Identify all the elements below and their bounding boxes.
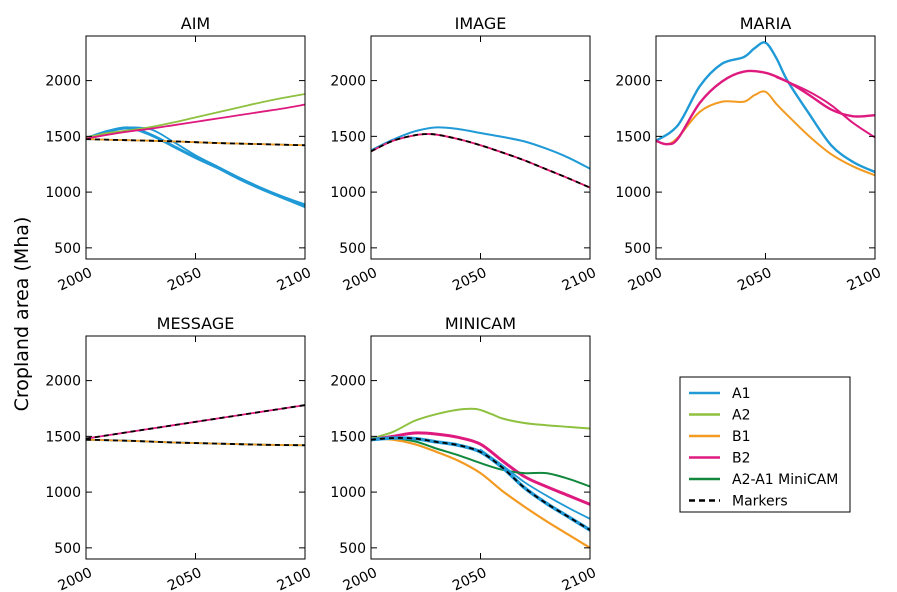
y-tick-label: 2000 — [615, 74, 651, 90]
y-tick-label: 2000 — [45, 374, 81, 390]
y-tick-label: 1000 — [615, 185, 651, 201]
legend-label-markers: Markers — [732, 494, 788, 510]
y-tick-label: 2000 — [45, 74, 81, 90]
legend-label-a1: A1 — [732, 386, 750, 402]
x-tick-label: 2100 — [560, 265, 599, 295]
x-tick-label: 2100 — [845, 265, 884, 295]
series-line-b2 — [371, 431, 590, 506]
panel-title: AIM — [181, 14, 210, 33]
series-line-markers — [371, 437, 590, 531]
y-tick-label: 2000 — [330, 374, 366, 390]
x-tick-label: 2100 — [560, 565, 599, 592]
y-tick-label: 1000 — [45, 485, 81, 501]
plot-frame — [85, 35, 306, 260]
series-line-markers — [86, 138, 305, 147]
panel-title: MINICAM — [445, 314, 516, 333]
series-line-markers — [86, 438, 305, 447]
y-tick-label: 1500 — [45, 129, 81, 145]
series-line-a2 — [371, 407, 590, 440]
y-tick-label: 1000 — [330, 485, 366, 501]
y-tick-label: 500 — [54, 241, 81, 257]
series-line-b2 — [656, 69, 875, 146]
x-tick-label: 2050 — [165, 265, 204, 295]
series-line-a2-a1-minicam — [371, 437, 590, 488]
x-tick-label: 2000 — [56, 265, 95, 295]
legend-frame — [679, 376, 851, 513]
y-tick-label: 1500 — [615, 129, 651, 145]
legend-label-b1: B1 — [732, 429, 751, 445]
series-line-b1 — [371, 133, 590, 189]
y-tick-label: 1500 — [330, 429, 366, 445]
y-tick-label: 2000 — [330, 74, 366, 90]
series-line-b2 — [371, 133, 590, 189]
y-tick-label: 500 — [339, 241, 366, 257]
series-line-markers — [371, 133, 590, 189]
y-tick-label: 500 — [54, 541, 81, 557]
series-line-a1 — [371, 126, 590, 170]
panel-title: MESSAGE — [157, 314, 235, 333]
series-line-b2 — [86, 103, 305, 140]
legend-label-a2-a1-minicam: A2-A1 MiniCAM — [732, 472, 838, 488]
series-group — [371, 126, 590, 189]
x-tick-label: 2050 — [450, 565, 489, 592]
panel-aim: AIM 500 1000 1500 2000 2000 2050 2100 — [45, 14, 313, 294]
x-tick-label: 2050 — [735, 265, 774, 295]
panel-minicam: MINICAM 500 1000 1500 2000 2000 2050 2100 — [330, 314, 598, 592]
series-line-b1 — [371, 437, 590, 549]
x-tick-label: 2050 — [450, 265, 489, 295]
legend-label-a2: A2 — [732, 408, 750, 424]
y-tick-label: 1000 — [45, 185, 81, 201]
legend-label-b2: B2 — [732, 451, 751, 467]
series-line-markers — [86, 404, 305, 440]
plot-frame — [85, 335, 306, 560]
y-tick-label: 1500 — [330, 129, 366, 145]
y-tick-label: 500 — [624, 241, 651, 257]
series-group — [656, 41, 875, 177]
panel-title: MARIA — [740, 14, 792, 33]
panel-maria: MARIA 500 1000 1500 2000 2000 2050 2100 — [615, 14, 883, 294]
y-tick-label: 500 — [339, 541, 366, 557]
series-line-a1 — [656, 41, 875, 174]
y-tick-label: 1000 — [330, 185, 366, 201]
plot-frame — [655, 35, 876, 260]
panel-image: IMAGE 500 1000 1500 2000 2000 2050 2100 — [330, 14, 598, 294]
series-line-a2 — [86, 93, 305, 139]
x-tick-label: 2050 — [165, 565, 204, 592]
series-group — [86, 93, 305, 209]
series-line-a1 — [479, 448, 590, 520]
legend: A1 A2 B1 B2 A2-A1 MiniCAM Markers — [679, 376, 851, 513]
x-tick-label: 2000 — [626, 265, 665, 295]
series-group — [371, 407, 590, 549]
x-tick-label: 2000 — [341, 265, 380, 295]
plot-frame — [370, 335, 591, 560]
x-tick-label: 2100 — [275, 565, 314, 592]
panel-message: MESSAGE 500 1000 1500 2000 2000 2050 2100 — [45, 314, 313, 592]
x-tick-label: 2000 — [56, 565, 95, 592]
series-line-b2 — [775, 76, 875, 139]
plot-frame — [370, 35, 591, 260]
x-tick-label: 2100 — [275, 265, 314, 295]
y-tick-label: 1500 — [45, 429, 81, 445]
panel-title: IMAGE — [455, 14, 507, 33]
series-line-a1 — [86, 126, 305, 206]
x-tick-label: 2000 — [341, 565, 380, 592]
y-axis-label: Cropland area (Mha) — [11, 217, 33, 412]
series-group — [86, 404, 305, 447]
